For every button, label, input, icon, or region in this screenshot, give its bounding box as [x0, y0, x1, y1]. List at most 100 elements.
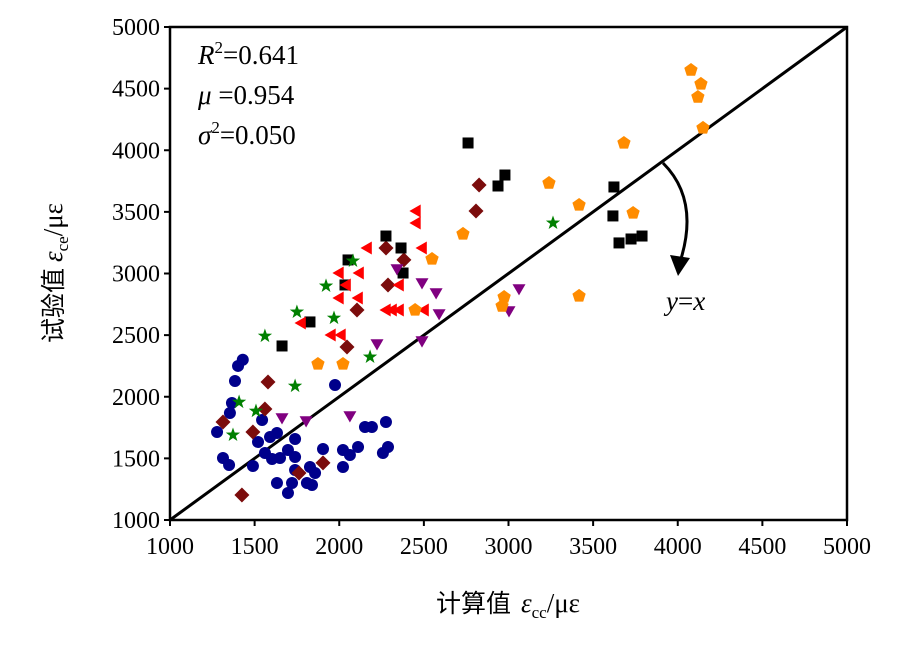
data-point-left-triangle — [409, 216, 421, 230]
data-point-pentagon — [617, 136, 631, 149]
data-point-left-triangle — [352, 266, 364, 280]
annotation-arrow — [661, 161, 690, 276]
data-point-left-triangle — [409, 204, 421, 218]
data-point-circle — [286, 477, 299, 490]
data-point-star — [225, 427, 241, 441]
data-point-down-triangle — [275, 413, 289, 425]
data-point-star — [287, 378, 303, 393]
data-point-down-triangle — [343, 411, 357, 423]
reference-line-y-equals-x — [169, 25, 848, 522]
stat-r2: R2=0.641 — [197, 38, 299, 70]
curved-arrow-icon — [661, 161, 689, 263]
data-point-pentagon — [572, 198, 586, 211]
data-point-down-triangle — [432, 309, 446, 321]
data-point-pentagon — [456, 226, 470, 240]
data-point-circle — [343, 449, 356, 462]
series-diamond — [215, 177, 487, 503]
x-tick-label: 3000 — [485, 534, 533, 560]
x-tick-label: 3500 — [569, 534, 617, 560]
data-point-diamond — [245, 424, 261, 440]
data-point-pentagon — [691, 90, 705, 103]
series-pentagon — [311, 63, 710, 370]
data-point-left-triangle — [334, 328, 346, 342]
data-point-square — [397, 267, 409, 279]
data-point-circle — [270, 477, 283, 490]
x-tick-label: 4000 — [654, 534, 702, 560]
data-point-left-triangle — [415, 241, 427, 255]
data-point-pentagon — [495, 299, 509, 312]
data-point-star — [248, 403, 264, 418]
x-tick-label: 4500 — [738, 534, 786, 560]
data-point-circle — [365, 420, 378, 433]
data-point-pentagon — [311, 357, 325, 370]
data-point-pentagon — [694, 76, 708, 90]
data-point-down-triangle — [512, 284, 526, 296]
data-point-diamond — [349, 302, 365, 318]
y-tick-label: 2000 — [112, 385, 160, 411]
data-point-square — [304, 316, 316, 328]
data-point-down-triangle — [415, 336, 429, 348]
data-point-diamond — [378, 240, 394, 256]
data-point-circle — [309, 467, 322, 480]
x-tick-label: 2000 — [315, 534, 363, 560]
series-circle — [211, 353, 394, 500]
data-point-square — [276, 340, 288, 352]
data-point-circle — [246, 460, 259, 473]
data-point-left-triangle — [379, 303, 391, 317]
data-point-pentagon — [425, 252, 439, 265]
data-point-diamond — [471, 177, 487, 193]
data-point-square — [625, 233, 637, 245]
data-point-left-triangle — [339, 278, 351, 292]
arrowhead-icon — [670, 255, 690, 276]
data-point-circle — [336, 461, 349, 474]
data-point-diamond — [339, 339, 355, 355]
data-point-diamond — [234, 487, 250, 503]
data-point-circle — [289, 451, 302, 464]
series-down-triangle — [275, 264, 526, 428]
data-point-square — [607, 210, 619, 222]
x-tick-label: 5000 — [823, 534, 871, 560]
data-point-circle — [223, 407, 236, 420]
data-point-circle — [264, 431, 277, 444]
data-point-circle — [317, 443, 330, 456]
data-point-left-triangle — [392, 278, 404, 292]
data-point-circle — [281, 487, 294, 500]
data-point-pentagon — [572, 288, 586, 302]
data-point-circle — [252, 435, 265, 448]
data-point-pentagon — [626, 206, 640, 219]
data-point-star — [345, 253, 361, 267]
x-axis-label: 计算值 εcc/με — [436, 588, 580, 622]
data-point-down-triangle — [390, 264, 404, 276]
data-point-star — [362, 349, 378, 363]
data-point-down-triangle — [415, 278, 429, 290]
data-point-diamond — [315, 455, 331, 471]
data-point-down-triangle — [299, 416, 313, 428]
data-point-diamond — [380, 277, 396, 293]
reference-line-label: y=x — [663, 286, 705, 316]
data-point-left-triangle — [332, 266, 344, 280]
x-tick-label: 1000 — [146, 534, 194, 560]
data-point-left-triangle — [385, 303, 397, 317]
data-point-diamond — [468, 203, 484, 219]
y-tick-label: 3500 — [112, 200, 160, 226]
data-point-circle — [274, 452, 287, 465]
data-point-down-triangle — [370, 339, 384, 351]
stat-mu: μ =0.954 — [197, 80, 295, 110]
data-point-left-triangle — [324, 328, 336, 342]
data-point-circle — [256, 414, 269, 427]
data-point-pentagon — [336, 357, 350, 370]
y-tick-label: 5000 — [112, 15, 160, 41]
data-point-square — [636, 230, 648, 242]
data-point-square — [395, 242, 407, 254]
data-point-left-triangle — [332, 291, 344, 305]
y-tick-label: 4000 — [112, 138, 160, 164]
y-tick-label: 4500 — [112, 77, 160, 103]
data-point-circle — [232, 359, 245, 372]
data-point-pentagon — [684, 63, 698, 76]
stat-sigma2: σ2=0.050 — [198, 118, 296, 150]
data-point-diamond — [291, 465, 307, 481]
y-axis-label: 试验值εce/με — [38, 203, 72, 343]
data-point-square — [492, 180, 504, 192]
data-point-diamond — [257, 401, 273, 417]
